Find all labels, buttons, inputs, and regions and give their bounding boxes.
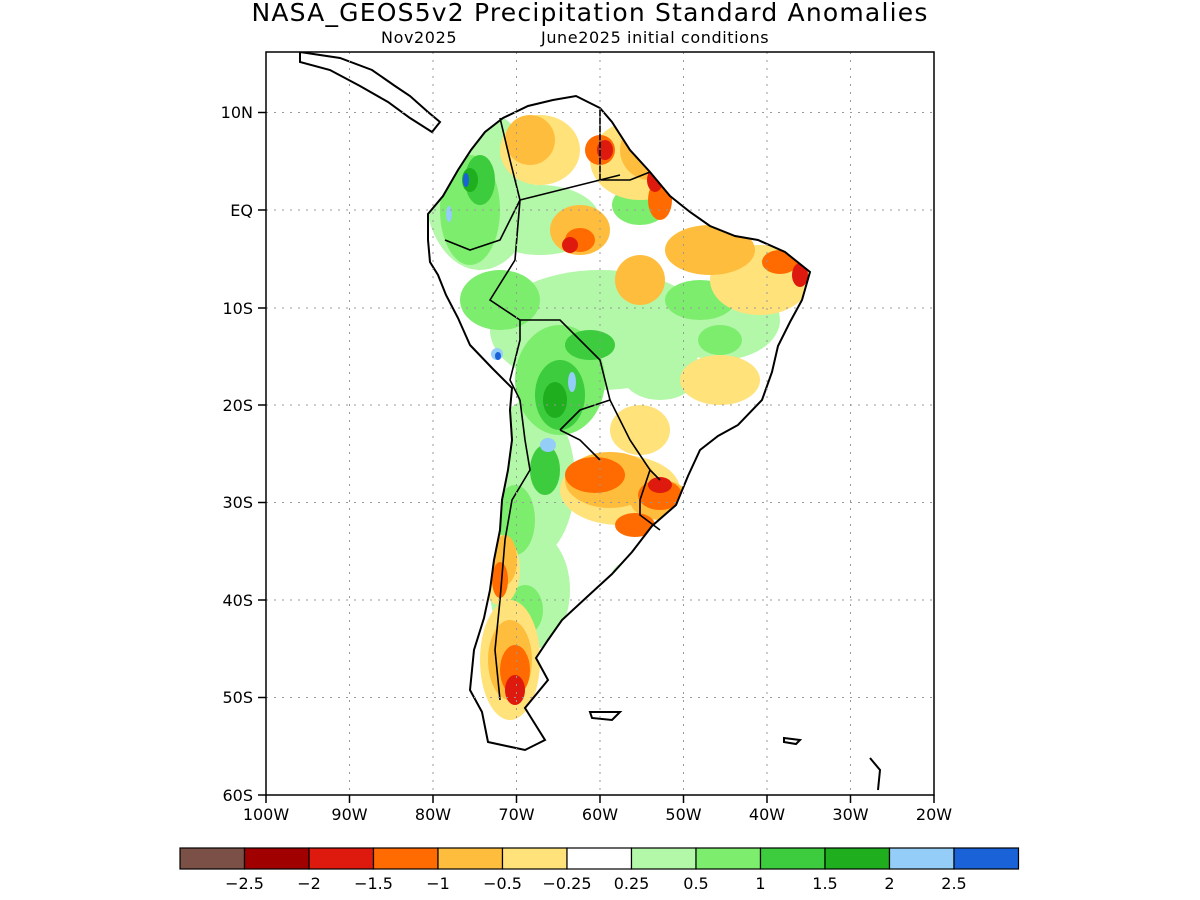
colorbar-label: −0.25: [542, 874, 591, 893]
colorbar-swatch: [501, 847, 568, 870]
colorbar-swatch: [372, 847, 439, 870]
colorbar-swatch: [695, 847, 762, 870]
country-borders: [444, 108, 661, 701]
lat-label: 10S: [222, 299, 253, 318]
colorbar-label: −1.5: [354, 874, 393, 893]
lon-label: 90W: [331, 805, 367, 824]
lon-label: 30W: [832, 805, 868, 824]
colorbar-label: 1.5: [812, 874, 837, 893]
colorbar-label: 2: [884, 874, 894, 893]
colorbar-label: 0.5: [683, 874, 708, 893]
colorbar-labels: −2.5 −2 −1.5 −1 −0.5 −0.25 0.25 0.5 1 1.…: [225, 874, 967, 893]
map-subtitle: Nov2025 June2025 initial conditions: [0, 28, 1200, 48]
colorbar-swatch: [437, 847, 504, 870]
lat-label: 50S: [222, 688, 253, 707]
lon-label: 60W: [582, 805, 618, 824]
lon-label: 50W: [665, 805, 701, 824]
colorbar-swatch: [759, 847, 826, 870]
lat-label: 20S: [222, 396, 253, 415]
coastline: [299, 52, 882, 791]
colorbar-label: 2.5: [941, 874, 966, 893]
lon-label: 100W: [243, 805, 290, 824]
colorbar-label: −2: [297, 874, 321, 893]
colorbar-swatch: [243, 847, 310, 870]
lat-label: 30S: [222, 493, 253, 512]
lat-label: EQ: [230, 201, 253, 220]
colorbar-swatch: [824, 847, 891, 870]
colorbar-swatch: [308, 847, 375, 870]
colorbar: [179, 847, 1020, 870]
axis-ticks: [258, 111, 935, 803]
colorbar-swatch: [888, 847, 955, 870]
lat-label: 40S: [222, 591, 253, 610]
lat-label: 60S: [222, 786, 253, 805]
colorbar-label: 0.25: [614, 874, 650, 893]
colorbar-swatch: [179, 847, 246, 870]
colorbar-label: −0.5: [483, 874, 522, 893]
colorbar-label: −1: [426, 874, 450, 893]
colorbar-swatch: [566, 847, 633, 870]
lon-label: 80W: [415, 805, 451, 824]
colorbar-swatch: [953, 847, 1020, 870]
colorbar-label: −2.5: [225, 874, 264, 893]
colorbar-swatch: [630, 847, 697, 870]
lon-label: 70W: [498, 805, 534, 824]
map-title: NASA_GEOS5v2 Precipitation Standard Anom…: [251, 0, 929, 27]
initial-conditions: June2025 initial conditions: [541, 28, 770, 47]
lat-label: 10N: [221, 103, 253, 122]
colorbar-label: 1: [755, 874, 765, 893]
longitude-labels: 100W 90W 80W 70W 60W 50W 40W 30W 20W: [243, 805, 952, 824]
latitude-labels: 10N EQ 10S 20S 30S 40S 50S 60S: [221, 103, 253, 805]
forecast-month: Nov2025: [381, 28, 458, 47]
lon-label: 40W: [749, 805, 785, 824]
lon-label: 20W: [916, 805, 952, 824]
